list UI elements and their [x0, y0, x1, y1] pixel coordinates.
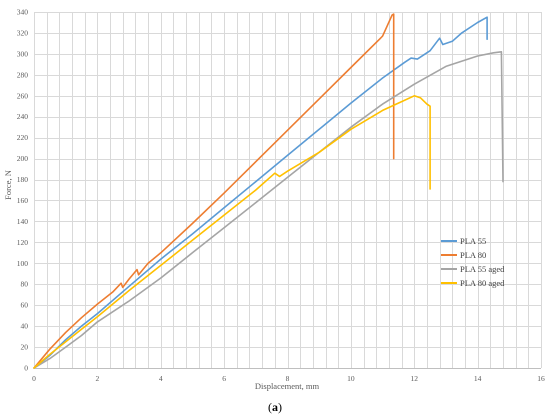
y-tick-label: 220	[17, 133, 29, 142]
y-tick-label: 60	[21, 301, 29, 310]
x-tick-label: 14	[474, 374, 482, 383]
y-tick-label: 260	[17, 91, 29, 100]
axes: 0204060801001201401601802002202402602803…	[17, 8, 545, 384]
y-tick-label: 340	[17, 8, 29, 17]
y-tick-label: 240	[17, 112, 29, 121]
x-tick-label: 10	[347, 374, 355, 383]
x-tick-label: 8	[286, 374, 290, 383]
series-line-pla-80	[33, 13, 395, 369]
series-line-pla-55	[33, 16, 488, 369]
series-lines	[33, 13, 504, 369]
y-tick-label: 40	[21, 322, 29, 331]
x-axis-title: Displacement, mm	[255, 381, 320, 391]
figure-caption: (a)	[0, 400, 550, 415]
y-tick-label: 180	[17, 175, 29, 184]
x-tick-label: 2	[96, 374, 100, 383]
y-tick-label: 160	[17, 196, 29, 205]
caption-open: (	[268, 400, 272, 414]
legend-label: PLA 55 aged	[460, 264, 505, 274]
series-line-pla-80-aged	[33, 95, 431, 369]
y-tick-label: 0	[24, 364, 28, 373]
x-tick-label: 0	[32, 374, 36, 383]
x-tick-label: 6	[222, 374, 226, 383]
y-tick-label: 200	[17, 154, 29, 163]
y-tick-label: 320	[17, 28, 29, 37]
legend-label: PLA 80	[460, 250, 486, 260]
y-tick-label: 100	[17, 259, 29, 268]
y-tick-label: 80	[21, 280, 29, 289]
y-tick-label: 20	[21, 343, 29, 352]
chart-canvas: 0204060801001201401601802002202402602803…	[3, 8, 545, 392]
y-tick-label: 300	[17, 49, 29, 58]
legend-label: PLA 55	[460, 236, 486, 246]
x-tick-label: 4	[159, 374, 163, 383]
caption-letter: a	[272, 400, 278, 414]
series-line-pla-55-aged	[33, 51, 504, 369]
y-tick-label: 120	[17, 238, 29, 247]
x-tick-label: 12	[411, 374, 419, 383]
legend-label: PLA 80 aged	[460, 278, 505, 288]
x-tick-label: 16	[537, 374, 545, 383]
y-tick-label: 140	[17, 217, 29, 226]
y-axis-title: Force, N	[3, 170, 13, 200]
grid	[34, 12, 542, 369]
legend: PLA 55 PLA 80 PLA 55 aged PLA 80 aged	[441, 236, 505, 288]
caption-close: )	[278, 400, 282, 414]
y-tick-label: 280	[17, 70, 29, 79]
